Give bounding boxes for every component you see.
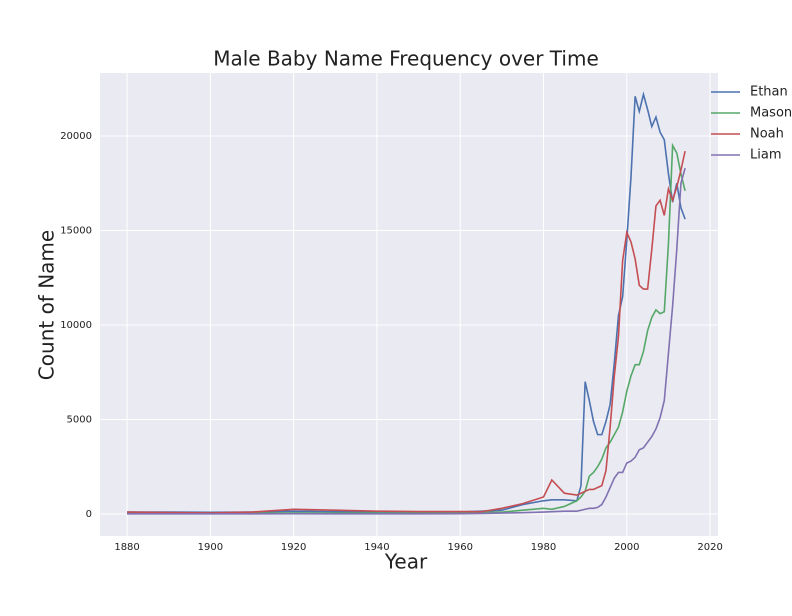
x-tick-label: 1940 [364, 542, 389, 553]
x-tick-label: 1920 [281, 542, 306, 553]
x-tick-label: 2020 [697, 542, 722, 553]
plot-area [100, 73, 718, 536]
y-tick-label: 5000 [67, 414, 92, 425]
y-tick-label: 20000 [60, 131, 92, 142]
x-axis-label: Year [384, 550, 428, 574]
chart-title: Male Baby Name Frequency over Time [213, 47, 599, 71]
x-tick-label: 2000 [614, 542, 639, 553]
y-axis-label: Count of Name [35, 230, 59, 380]
series-line [127, 167, 686, 515]
y-tick-label: 15000 [60, 225, 92, 236]
x-tick-label: 1960 [447, 542, 472, 553]
x-tick-label: 1900 [198, 542, 223, 553]
x-tick-label: 1980 [531, 542, 556, 553]
x-tick-label: 1880 [114, 542, 139, 553]
y-tick-label: 0 [86, 509, 92, 520]
series-line [127, 150, 686, 514]
legend-label: Mason [750, 106, 792, 121]
legend-label: Liam [750, 148, 781, 163]
legend-label: Noah [750, 127, 784, 142]
legend-label: Ethan [750, 85, 788, 100]
y-tick-label: 10000 [60, 320, 92, 331]
